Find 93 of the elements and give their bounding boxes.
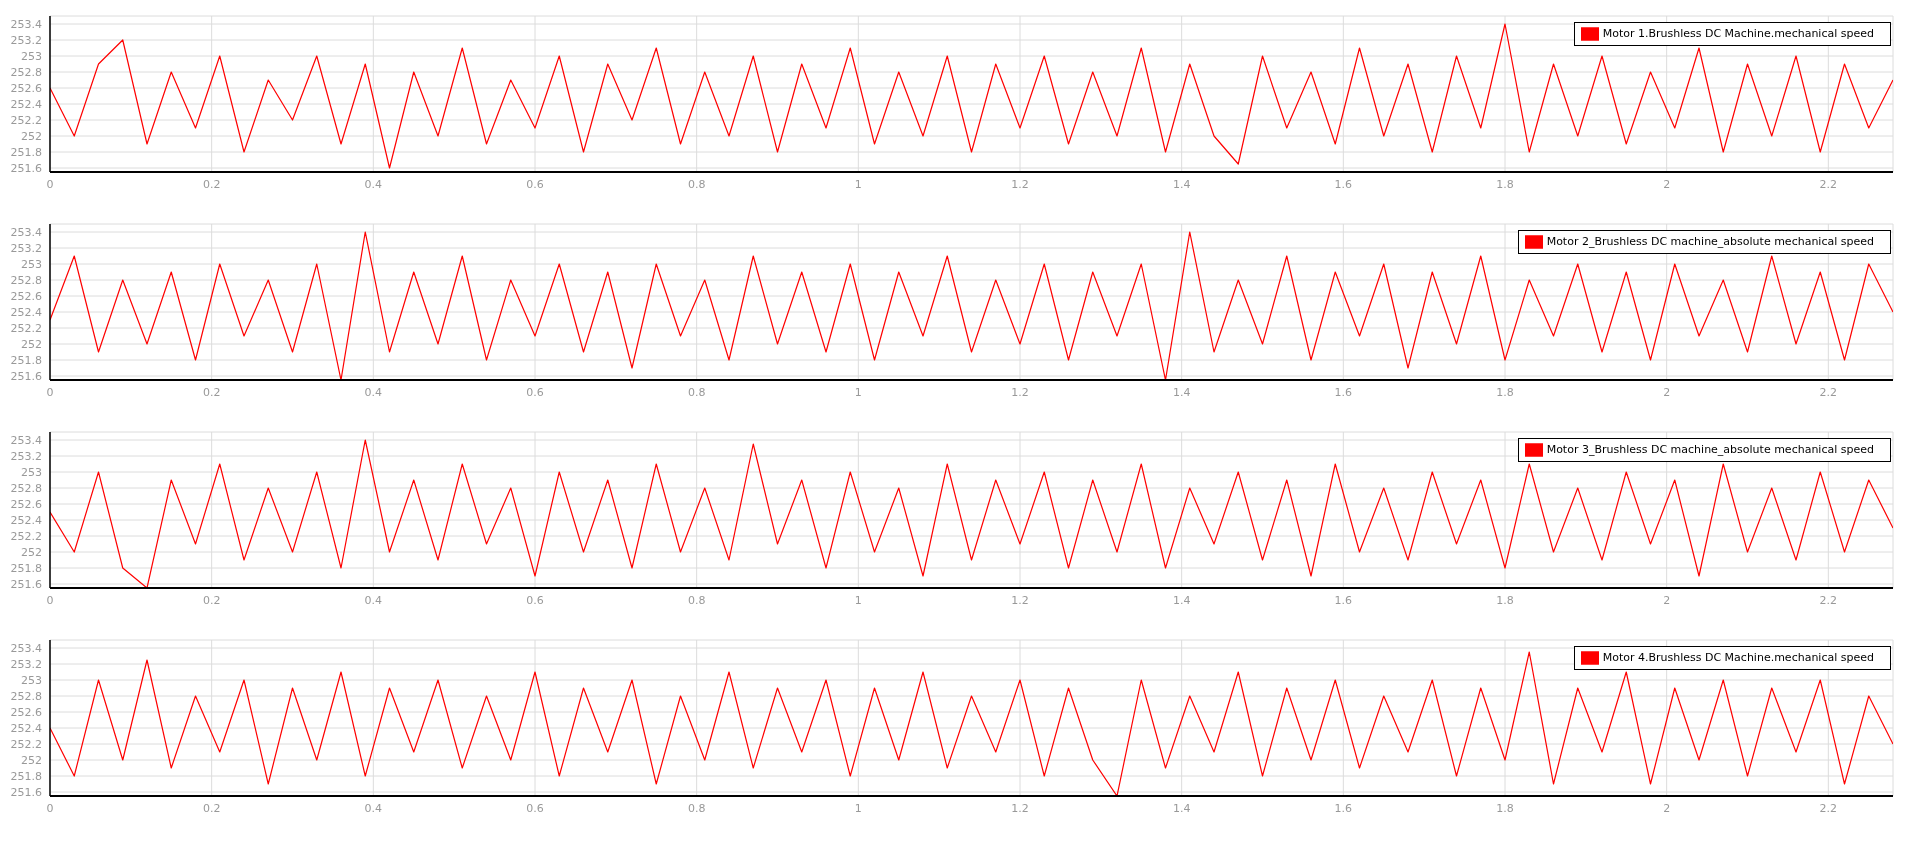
x-tick-label: 2 bbox=[1663, 177, 1671, 191]
x-tick-label: 1.2 bbox=[1011, 593, 1029, 607]
y-tick-label: 252.2 bbox=[10, 321, 42, 335]
y-tick-label: 252.6 bbox=[10, 705, 42, 719]
y-tick-label: 251.8 bbox=[10, 561, 42, 575]
x-tick-label: 0.4 bbox=[364, 385, 383, 399]
y-tick-label: 253 bbox=[21, 49, 42, 63]
y-tick-label: 252 bbox=[21, 545, 42, 559]
x-tick-label: 1.4 bbox=[1172, 801, 1191, 815]
y-tick-label: 253 bbox=[21, 465, 42, 479]
y-tick-label: 253.4 bbox=[10, 225, 42, 239]
x-tick-label: 1.2 bbox=[1011, 177, 1029, 191]
x-tick-label: 1 bbox=[854, 385, 862, 399]
y-tick-label: 253.2 bbox=[10, 657, 42, 671]
y-tick-label: 251.8 bbox=[10, 769, 42, 783]
x-tick-label: 1.8 bbox=[1496, 385, 1514, 399]
x-tick-label: 1 bbox=[854, 593, 862, 607]
y-tick-label: 253.2 bbox=[10, 449, 42, 463]
y-tick-label: 252.4 bbox=[10, 513, 42, 527]
y-tick-label: 252.4 bbox=[10, 97, 42, 111]
x-tick-label: 1.2 bbox=[1011, 385, 1029, 399]
x-tick-label: 0.8 bbox=[687, 177, 706, 191]
x-tick-label: 2.2 bbox=[1819, 177, 1838, 191]
legend-label: Motor 1.Brushless DC Machine.mechanical speed bbox=[1602, 27, 1874, 40]
x-tick-label: 0 bbox=[46, 177, 54, 191]
x-tick-label: 0.6 bbox=[526, 593, 544, 607]
y-tick-label: 252.8 bbox=[10, 273, 42, 287]
x-tick-label: 1.8 bbox=[1496, 177, 1514, 191]
x-tick-label: 0.6 bbox=[526, 177, 544, 191]
x-tick-label: 2.2 bbox=[1819, 593, 1838, 607]
x-tick-label: 1.4 bbox=[1172, 593, 1191, 607]
legend-label: Motor 2_Brushless DC machine_absolute mechanical speed bbox=[1546, 235, 1874, 248]
y-tick-label: 253 bbox=[21, 673, 42, 687]
x-tick-label: 0.8 bbox=[687, 801, 706, 815]
x-tick-label: 0.2 bbox=[202, 177, 221, 191]
y-tick-label: 252 bbox=[21, 753, 42, 767]
line-series bbox=[50, 23, 1893, 169]
x-tick-label: 0.4 bbox=[364, 801, 383, 815]
y-tick-label: 251.6 bbox=[10, 369, 42, 383]
y-tick-label: 252.8 bbox=[10, 65, 42, 79]
x-tick-label: 1 bbox=[854, 177, 862, 191]
x-tick-label: 1.6 bbox=[1334, 593, 1353, 607]
y-tick-label: 251.6 bbox=[10, 161, 42, 175]
y-tick-label: 252.6 bbox=[10, 497, 42, 511]
legend-label: Motor 4.Brushless DC Machine.mechanical speed bbox=[1602, 651, 1874, 664]
y-tick-label: 253.4 bbox=[10, 17, 42, 31]
x-tick-label: 1.2 bbox=[1011, 801, 1029, 815]
x-tick-label: 1.6 bbox=[1334, 801, 1353, 815]
x-tick-label: 1.8 bbox=[1496, 801, 1514, 815]
x-tick-label: 1.6 bbox=[1334, 385, 1353, 399]
y-tick-label: 253 bbox=[21, 257, 42, 271]
y-tick-label: 253.2 bbox=[10, 241, 42, 255]
y-tick-label: 251.6 bbox=[10, 577, 42, 591]
x-tick-label: 2.2 bbox=[1819, 801, 1838, 815]
legend-label: Motor 3_Brushless DC machine_absolute mechanical speed bbox=[1546, 443, 1874, 456]
x-tick-label: 0.2 bbox=[202, 801, 221, 815]
y-tick-label: 252.2 bbox=[10, 737, 42, 751]
x-tick-label: 0.6 bbox=[526, 385, 544, 399]
y-tick-label: 253.4 bbox=[10, 433, 42, 447]
y-tick-label: 252.4 bbox=[10, 305, 42, 319]
x-tick-label: 1.6 bbox=[1334, 177, 1353, 191]
x-tick-label: 1 bbox=[854, 801, 862, 815]
x-tick-label: 0.2 bbox=[202, 385, 221, 399]
y-tick-label: 252.2 bbox=[10, 529, 42, 543]
y-tick-label: 252.4 bbox=[10, 721, 42, 735]
y-tick-label: 252 bbox=[21, 337, 42, 351]
x-tick-label: 0.4 bbox=[364, 177, 383, 191]
y-tick-label: 252.2 bbox=[10, 113, 42, 127]
y-tick-label: 251.6 bbox=[10, 785, 42, 799]
x-tick-label: 0 bbox=[46, 593, 54, 607]
x-tick-label: 2 bbox=[1663, 593, 1671, 607]
x-tick-label: 1.4 bbox=[1172, 385, 1191, 399]
x-tick-label: 0.8 bbox=[687, 593, 706, 607]
x-tick-label: 0.2 bbox=[202, 593, 221, 607]
y-tick-label: 253.2 bbox=[10, 33, 42, 47]
y-tick-label: 251.8 bbox=[10, 353, 42, 367]
y-tick-label: 252.6 bbox=[10, 289, 42, 303]
y-tick-label: 252 bbox=[21, 129, 42, 143]
x-tick-label: 0 bbox=[46, 385, 54, 399]
x-tick-label: 0 bbox=[46, 801, 54, 815]
y-tick-label: 253.4 bbox=[10, 641, 42, 655]
x-tick-label: 0.4 bbox=[364, 593, 383, 607]
x-tick-label: 0.8 bbox=[687, 385, 706, 399]
y-tick-label: 251.8 bbox=[10, 145, 42, 159]
y-tick-label: 252.8 bbox=[10, 689, 42, 703]
y-tick-label: 252.6 bbox=[10, 81, 42, 95]
x-tick-label: 1.8 bbox=[1496, 593, 1514, 607]
y-tick-label: 252.8 bbox=[10, 481, 42, 495]
x-tick-label: 2 bbox=[1663, 385, 1671, 399]
x-tick-label: 0.6 bbox=[526, 801, 544, 815]
x-tick-label: 2.2 bbox=[1819, 385, 1838, 399]
x-tick-label: 2 bbox=[1663, 801, 1671, 815]
x-tick-label: 1.4 bbox=[1172, 177, 1191, 191]
